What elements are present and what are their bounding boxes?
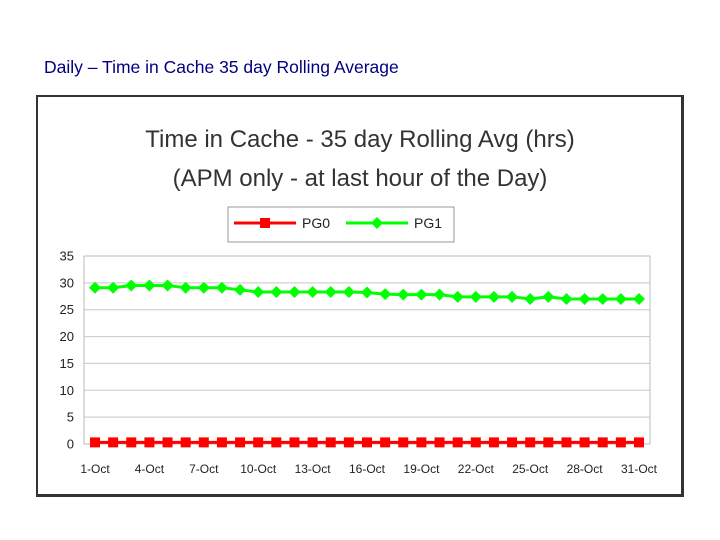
data-point-pg0 [325, 437, 336, 448]
data-point-pg1 [415, 288, 428, 301]
data-point-pg0 [198, 437, 209, 448]
y-tick-label: 30 [60, 275, 74, 290]
chart-svg: Time in Cache - 35 day Rolling Avg (hrs)… [60, 126, 658, 476]
x-axis: 1-Oct 4-Oct 7-Oct 10-Oct 13-Oct 16-Oct 19-Oct 2… [80, 462, 657, 476]
data-point-pg0 [434, 437, 445, 448]
data-point-pg1 [506, 290, 519, 303]
data-point-pg1 [560, 292, 573, 305]
data-point-pg0 [507, 437, 518, 448]
data-point-pg1 [161, 279, 174, 292]
data-point-pg0 [253, 437, 264, 448]
data-point-pg1 [361, 286, 373, 299]
data-point-pg1 [633, 292, 645, 305]
data-point-pg1 [433, 288, 446, 301]
data-point-pg0 [634, 437, 644, 448]
x-tick-label: 4-Oct [135, 462, 165, 476]
data-point-pg1 [324, 285, 337, 298]
data-point-pg1 [252, 285, 265, 298]
legend-label-pg0: PG0 [302, 215, 330, 231]
y-tick-label: 10 [60, 383, 74, 398]
data-point-pg1 [451, 290, 464, 303]
data-point-pg1 [179, 281, 192, 294]
data-point-pg0 [289, 437, 300, 448]
data-point-pg1 [524, 292, 537, 305]
chart-frame: Time in Cache - 35 day Rolling Avg (hrs)… [36, 95, 684, 497]
data-point-pg0 [108, 437, 119, 448]
data-point-pg0 [597, 437, 608, 448]
x-tick-label: 7-Oct [189, 462, 219, 476]
data-point-pg1 [107, 281, 120, 294]
series-pg0 [90, 437, 644, 448]
data-point-pg1 [578, 292, 591, 305]
legend-marker-pg1 [371, 217, 383, 229]
data-point-pg1 [89, 281, 101, 294]
data-point-pg0 [307, 437, 318, 448]
x-tick-label: 1-Oct [80, 462, 110, 476]
y-tick-label: 25 [60, 302, 74, 317]
y-tick-label: 35 [60, 249, 74, 264]
data-point-pg1 [143, 279, 156, 292]
y-tick-label: 5 [67, 410, 74, 425]
data-point-pg1 [469, 290, 482, 303]
data-point-pg0 [362, 437, 372, 448]
x-tick-label: 10-Oct [240, 462, 277, 476]
x-tick-label: 25-Oct [512, 462, 549, 476]
data-point-pg1 [125, 279, 138, 292]
data-point-pg1 [288, 285, 301, 298]
y-tick-label: 20 [60, 329, 74, 344]
data-point-pg1 [306, 285, 319, 298]
data-point-pg1 [487, 290, 500, 303]
slide-title: Daily – Time in Cache 35 day Rolling Ave… [44, 57, 399, 77]
data-point-pg1 [596, 292, 609, 305]
data-point-pg0 [615, 437, 626, 448]
data-point-pg0 [162, 437, 173, 448]
data-point-pg0 [543, 437, 554, 448]
legend: PG0 PG1 [227, 206, 455, 243]
data-point-pg0 [144, 437, 155, 448]
y-axis: 0 5 10 15 20 25 30 35 [60, 249, 74, 452]
data-point-pg0 [343, 437, 354, 448]
y-tick-label: 15 [60, 356, 74, 371]
data-point-pg1 [614, 292, 627, 305]
x-tick-label: 16-Oct [349, 462, 386, 476]
data-point-pg0 [380, 437, 391, 448]
legend-marker-pg0 [260, 218, 270, 228]
x-tick-label: 28-Oct [567, 462, 604, 476]
data-point-pg0 [235, 437, 246, 448]
data-point-pg0 [488, 437, 499, 448]
data-point-pg0 [216, 437, 227, 448]
data-point-pg1 [234, 283, 247, 296]
x-tick-label: 31-Oct [621, 462, 658, 476]
data-point-pg0 [470, 437, 481, 448]
data-point-pg1 [215, 281, 228, 294]
data-point-pg1 [197, 281, 210, 294]
data-point-pg1 [342, 285, 355, 298]
chart-title: Time in Cache - 35 day Rolling Avg (hrs) [145, 126, 575, 153]
x-tick-label: 19-Oct [403, 462, 440, 476]
data-point-pg0 [271, 437, 282, 448]
data-point-pg0 [525, 437, 536, 448]
data-point-pg1 [542, 290, 555, 303]
data-point-pg0 [579, 437, 590, 448]
data-point-pg0 [126, 437, 137, 448]
data-point-pg1 [270, 285, 283, 298]
data-point-pg0 [561, 437, 572, 448]
data-point-pg0 [416, 437, 427, 448]
series [89, 279, 645, 448]
data-point-pg1 [379, 288, 392, 301]
legend-label-pg1: PG1 [414, 215, 442, 231]
data-point-pg0 [452, 437, 463, 448]
x-tick-label: 13-Oct [295, 462, 332, 476]
x-tick-label: 22-Oct [458, 462, 495, 476]
data-point-pg0 [180, 437, 191, 448]
data-point-pg1 [397, 288, 410, 301]
data-point-pg0 [90, 437, 100, 448]
y-tick-label: 0 [67, 437, 74, 452]
series-pg1 [89, 279, 645, 305]
chart-subtitle: (APM only - at last hour of the Day) [173, 165, 548, 192]
data-point-pg0 [398, 437, 409, 448]
